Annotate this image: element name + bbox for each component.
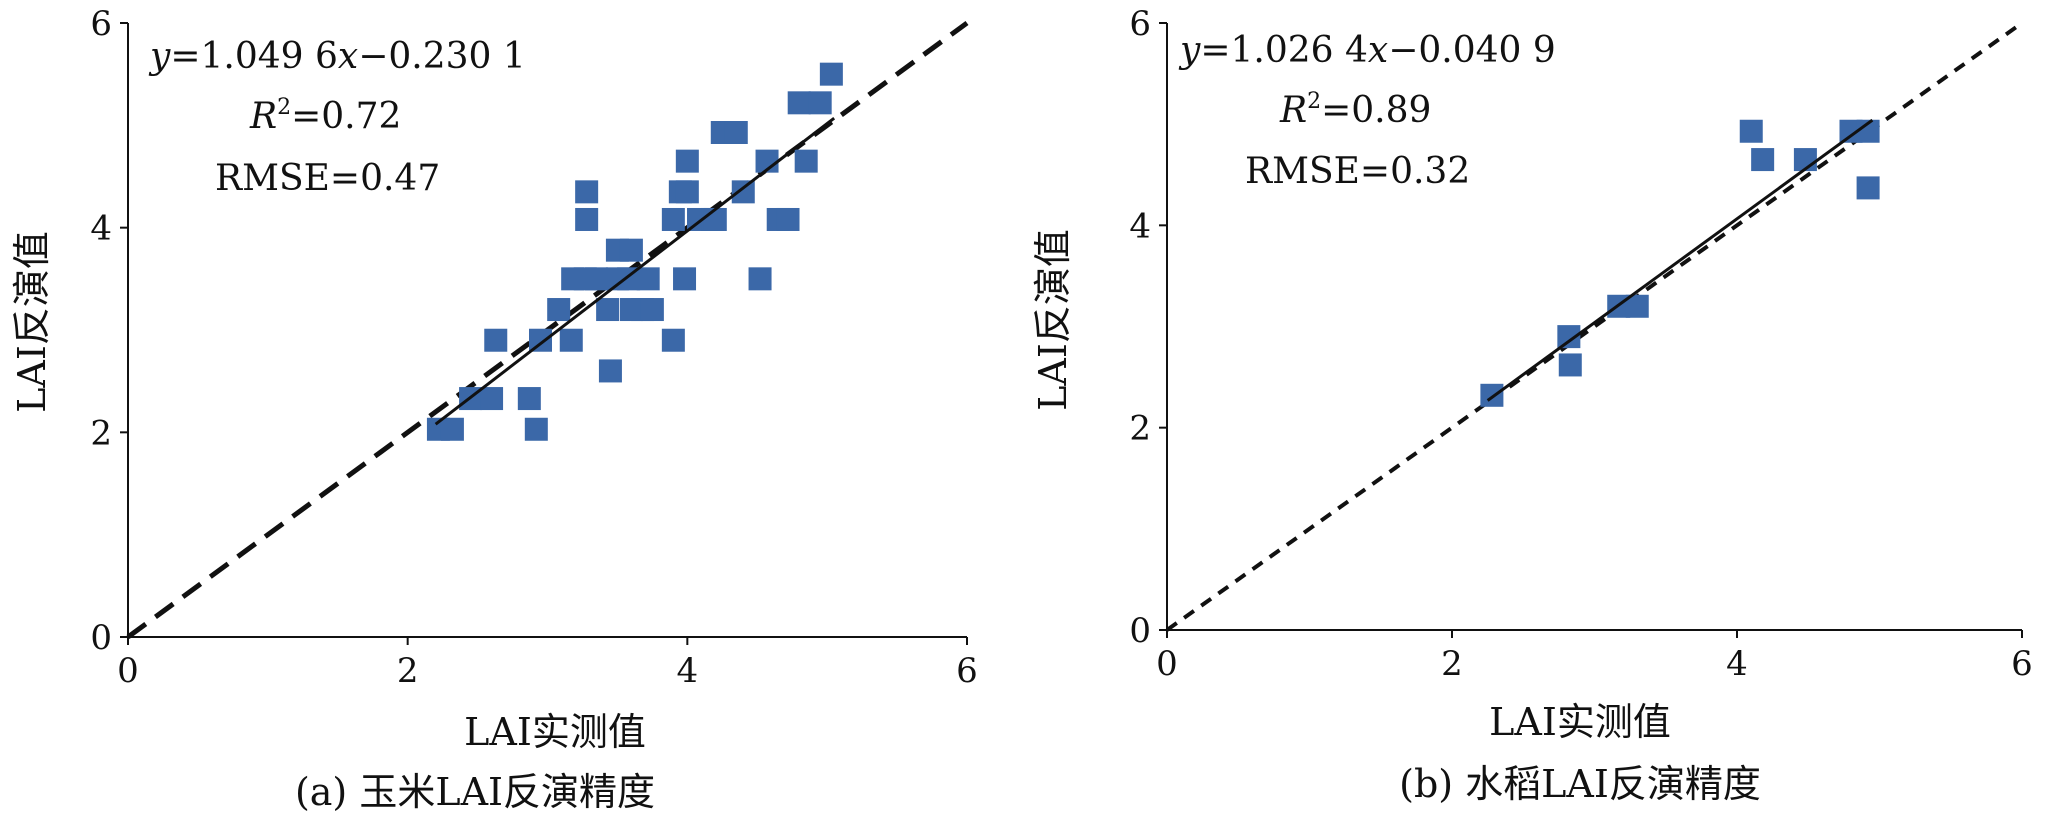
- regression-line: [1486, 118, 1874, 402]
- regression-line: [434, 116, 836, 426]
- data-point: [636, 267, 660, 291]
- data-point: [787, 91, 811, 115]
- data-point: [480, 387, 504, 411]
- data-point: [661, 328, 685, 352]
- y-tick-label: 4: [1129, 206, 1151, 246]
- data-point: [724, 120, 748, 144]
- panel-a-points: [426, 62, 843, 441]
- panel-b-rmse: RMSE=0.32: [1245, 151, 1470, 192]
- panel-b-r-squared: R2=0.89: [1279, 89, 1431, 131]
- y-tick-label: 4: [90, 209, 112, 249]
- data-point: [675, 180, 699, 204]
- x-tick-label: 6: [2011, 644, 2033, 684]
- data-point: [596, 298, 620, 322]
- panel-a-corn: 0 2 4 6 0 2 4 6 y=1.049 6x−0.230 1 R2=0.72 RMSE…: [10, 4, 978, 814]
- x-tick-label: 0: [1156, 644, 1178, 684]
- data-point: [1625, 294, 1649, 318]
- data-point: [547, 298, 571, 322]
- x-tick-label: 6: [956, 651, 978, 691]
- panel-b-fit-line: [1486, 118, 1874, 402]
- data-point: [1480, 383, 1504, 407]
- panel-a-equation: y=1.049 6x−0.230 1: [148, 36, 526, 77]
- y-tick-label: 2: [90, 413, 112, 453]
- data-point: [1739, 119, 1763, 143]
- data-point: [819, 62, 843, 86]
- panel-a-fit-line: [434, 116, 836, 426]
- data-point: [776, 207, 800, 231]
- panel-a-r-squared: R2=0.72: [249, 95, 401, 137]
- y-tick-label: 6: [90, 4, 112, 44]
- data-point: [484, 328, 508, 352]
- data-point: [675, 149, 699, 173]
- panel-b-rice: 0 2 4 6 0 2 4 6 y=1.026 4x−0.040 9 R2=0.89 RMSE…: [1031, 4, 2033, 806]
- data-point: [559, 328, 583, 352]
- panel-b-points: [1480, 119, 1880, 407]
- data-point: [703, 207, 727, 231]
- panel-a-rmse: RMSE=0.47: [215, 158, 440, 199]
- y-tick-label: 2: [1129, 409, 1151, 449]
- panel-a-x-axis-label: LAI实测值: [464, 710, 646, 754]
- data-point: [529, 328, 553, 352]
- data-point: [808, 91, 832, 115]
- data-point: [1558, 353, 1582, 377]
- panel-b-reference-line: [1165, 21, 2024, 632]
- data-point: [575, 207, 599, 231]
- panel-a-y-axis-label: LAI反演值: [10, 231, 54, 413]
- data-point: [640, 298, 664, 322]
- reference-line-1to1: [1165, 21, 2024, 632]
- data-point: [440, 417, 464, 441]
- panel-b-axes: [1159, 22, 2023, 638]
- data-point: [1856, 176, 1880, 200]
- x-tick-label: 2: [1441, 644, 1463, 684]
- panel-a-tick-labels: 0 2 4 6 0 2 4 6: [90, 4, 977, 691]
- data-point: [575, 180, 599, 204]
- panel-a-caption: (a) 玉米LAI反演精度: [295, 770, 655, 814]
- data-point: [524, 417, 548, 441]
- y-tick-label: 0: [1129, 611, 1151, 651]
- y-tick-label: 0: [90, 618, 112, 658]
- x-tick-label: 4: [677, 651, 699, 691]
- data-point: [517, 387, 541, 411]
- panel-b-x-axis-label: LAI实测值: [1489, 700, 1671, 744]
- panel-b-y-axis-label: LAI反演值: [1031, 229, 1075, 411]
- panel-b-caption: (b) 水稻LAI反演精度: [1399, 762, 1761, 806]
- data-point: [794, 149, 818, 173]
- x-tick-label: 0: [117, 651, 139, 691]
- panel-a-axes: [120, 22, 968, 645]
- panel-b-tick-labels: 0 2 4 6 0 2 4 6: [1129, 4, 2032, 684]
- data-point: [1856, 119, 1880, 143]
- data-point: [584, 267, 608, 291]
- data-point: [661, 207, 685, 231]
- x-tick-label: 2: [397, 651, 419, 691]
- panel-b-equation: y=1.026 4x−0.040 9: [1178, 30, 1556, 71]
- data-point: [1557, 325, 1581, 349]
- x-tick-label: 4: [1726, 644, 1748, 684]
- data-point: [1751, 148, 1775, 172]
- data-point: [673, 267, 697, 291]
- data-point: [731, 180, 755, 204]
- data-point: [619, 238, 643, 262]
- data-point: [598, 359, 622, 383]
- data-point: [748, 267, 772, 291]
- y-tick-label: 6: [1129, 4, 1151, 44]
